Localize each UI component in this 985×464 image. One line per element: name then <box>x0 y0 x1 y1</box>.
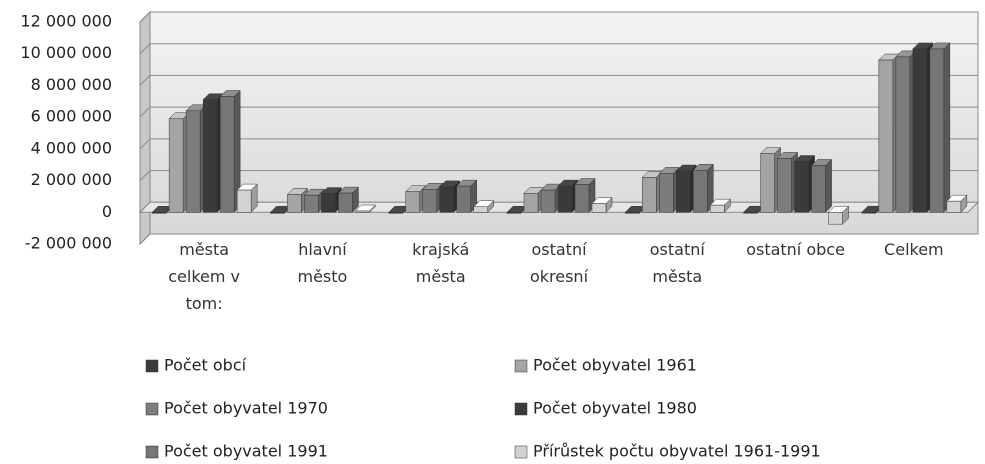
grid-line <box>139 74 978 86</box>
bar <box>794 161 809 213</box>
bar <box>811 165 826 213</box>
bar <box>676 170 691 213</box>
legend-label: Počet obyvatel 1980 <box>533 399 697 418</box>
y-tick-label: 10 000 000 <box>20 43 112 62</box>
bar <box>743 211 758 214</box>
x-tick-label: krajská města <box>412 240 470 286</box>
bar <box>574 184 590 213</box>
bar <box>557 185 573 213</box>
bar <box>506 212 522 214</box>
bar <box>185 110 201 213</box>
bar <box>422 189 437 213</box>
grid-line <box>139 11 978 23</box>
bar <box>388 212 403 214</box>
bar <box>878 59 894 213</box>
legend-label: Počet obyvatel 1970 <box>164 399 328 418</box>
bar <box>777 158 792 213</box>
bar <box>540 189 556 213</box>
y-tick-label: 2 000 000 <box>31 170 112 189</box>
x-tick-label: ostatní města <box>649 240 705 286</box>
legend-swatch <box>145 359 159 373</box>
grid-line <box>139 106 978 118</box>
bar <box>946 200 962 213</box>
bar <box>168 118 184 213</box>
bar <box>929 48 945 213</box>
x-tick-label: hlavní město <box>297 240 348 286</box>
bar <box>591 203 607 213</box>
legend-label: Počet obyvatel 1991 <box>164 442 328 461</box>
y-tick-label: -2 000 000 <box>25 234 112 253</box>
x-tick-label: ostatní obce <box>746 240 845 259</box>
bar <box>439 186 454 213</box>
bar-side <box>825 158 832 213</box>
bar <box>659 173 674 213</box>
grid-line <box>139 138 978 150</box>
legend-swatch <box>514 445 528 459</box>
bar <box>202 99 218 213</box>
bar <box>861 211 877 214</box>
bar <box>456 185 471 213</box>
y-tick-label: 12 000 000 <box>20 12 112 31</box>
bar <box>912 48 928 213</box>
bar <box>270 212 285 214</box>
bar <box>304 194 319 213</box>
bar <box>355 210 370 213</box>
legend-swatch <box>514 359 528 373</box>
bar <box>405 191 420 213</box>
legend-label: Počet obyvatel 1961 <box>533 356 697 375</box>
y-tick-label: 8 000 000 <box>31 75 112 94</box>
legend-label: Počet obcí <box>164 356 247 375</box>
bar <box>760 153 775 213</box>
grid-line <box>139 233 978 245</box>
bar <box>523 193 539 213</box>
legend-swatch <box>145 445 159 459</box>
bar <box>151 212 167 214</box>
bar <box>625 212 640 214</box>
legend-label: Přírůstek počtu obyvatel 1961-1991 <box>533 442 821 461</box>
bar-side <box>943 42 951 213</box>
bar <box>693 170 708 213</box>
bar <box>236 189 252 213</box>
bar <box>895 56 911 213</box>
bar <box>642 177 657 213</box>
grid-line <box>139 43 978 55</box>
legend-swatch <box>514 402 528 416</box>
x-tick-label: města celkem v tom: <box>168 240 241 313</box>
x-tick-label: ostatní okresní <box>529 240 589 286</box>
bar <box>710 204 725 213</box>
y-tick-label: 6 000 000 <box>31 107 112 126</box>
bar <box>287 194 302 213</box>
y-tick-label: 0 <box>102 202 112 221</box>
bar <box>321 193 336 213</box>
bar <box>828 212 843 225</box>
bar <box>338 192 353 213</box>
bar <box>473 206 488 213</box>
y-tick-label: 4 000 000 <box>31 138 112 157</box>
legend-swatch <box>145 402 159 416</box>
bar <box>219 96 235 213</box>
x-tick-label: Celkem <box>884 240 944 259</box>
